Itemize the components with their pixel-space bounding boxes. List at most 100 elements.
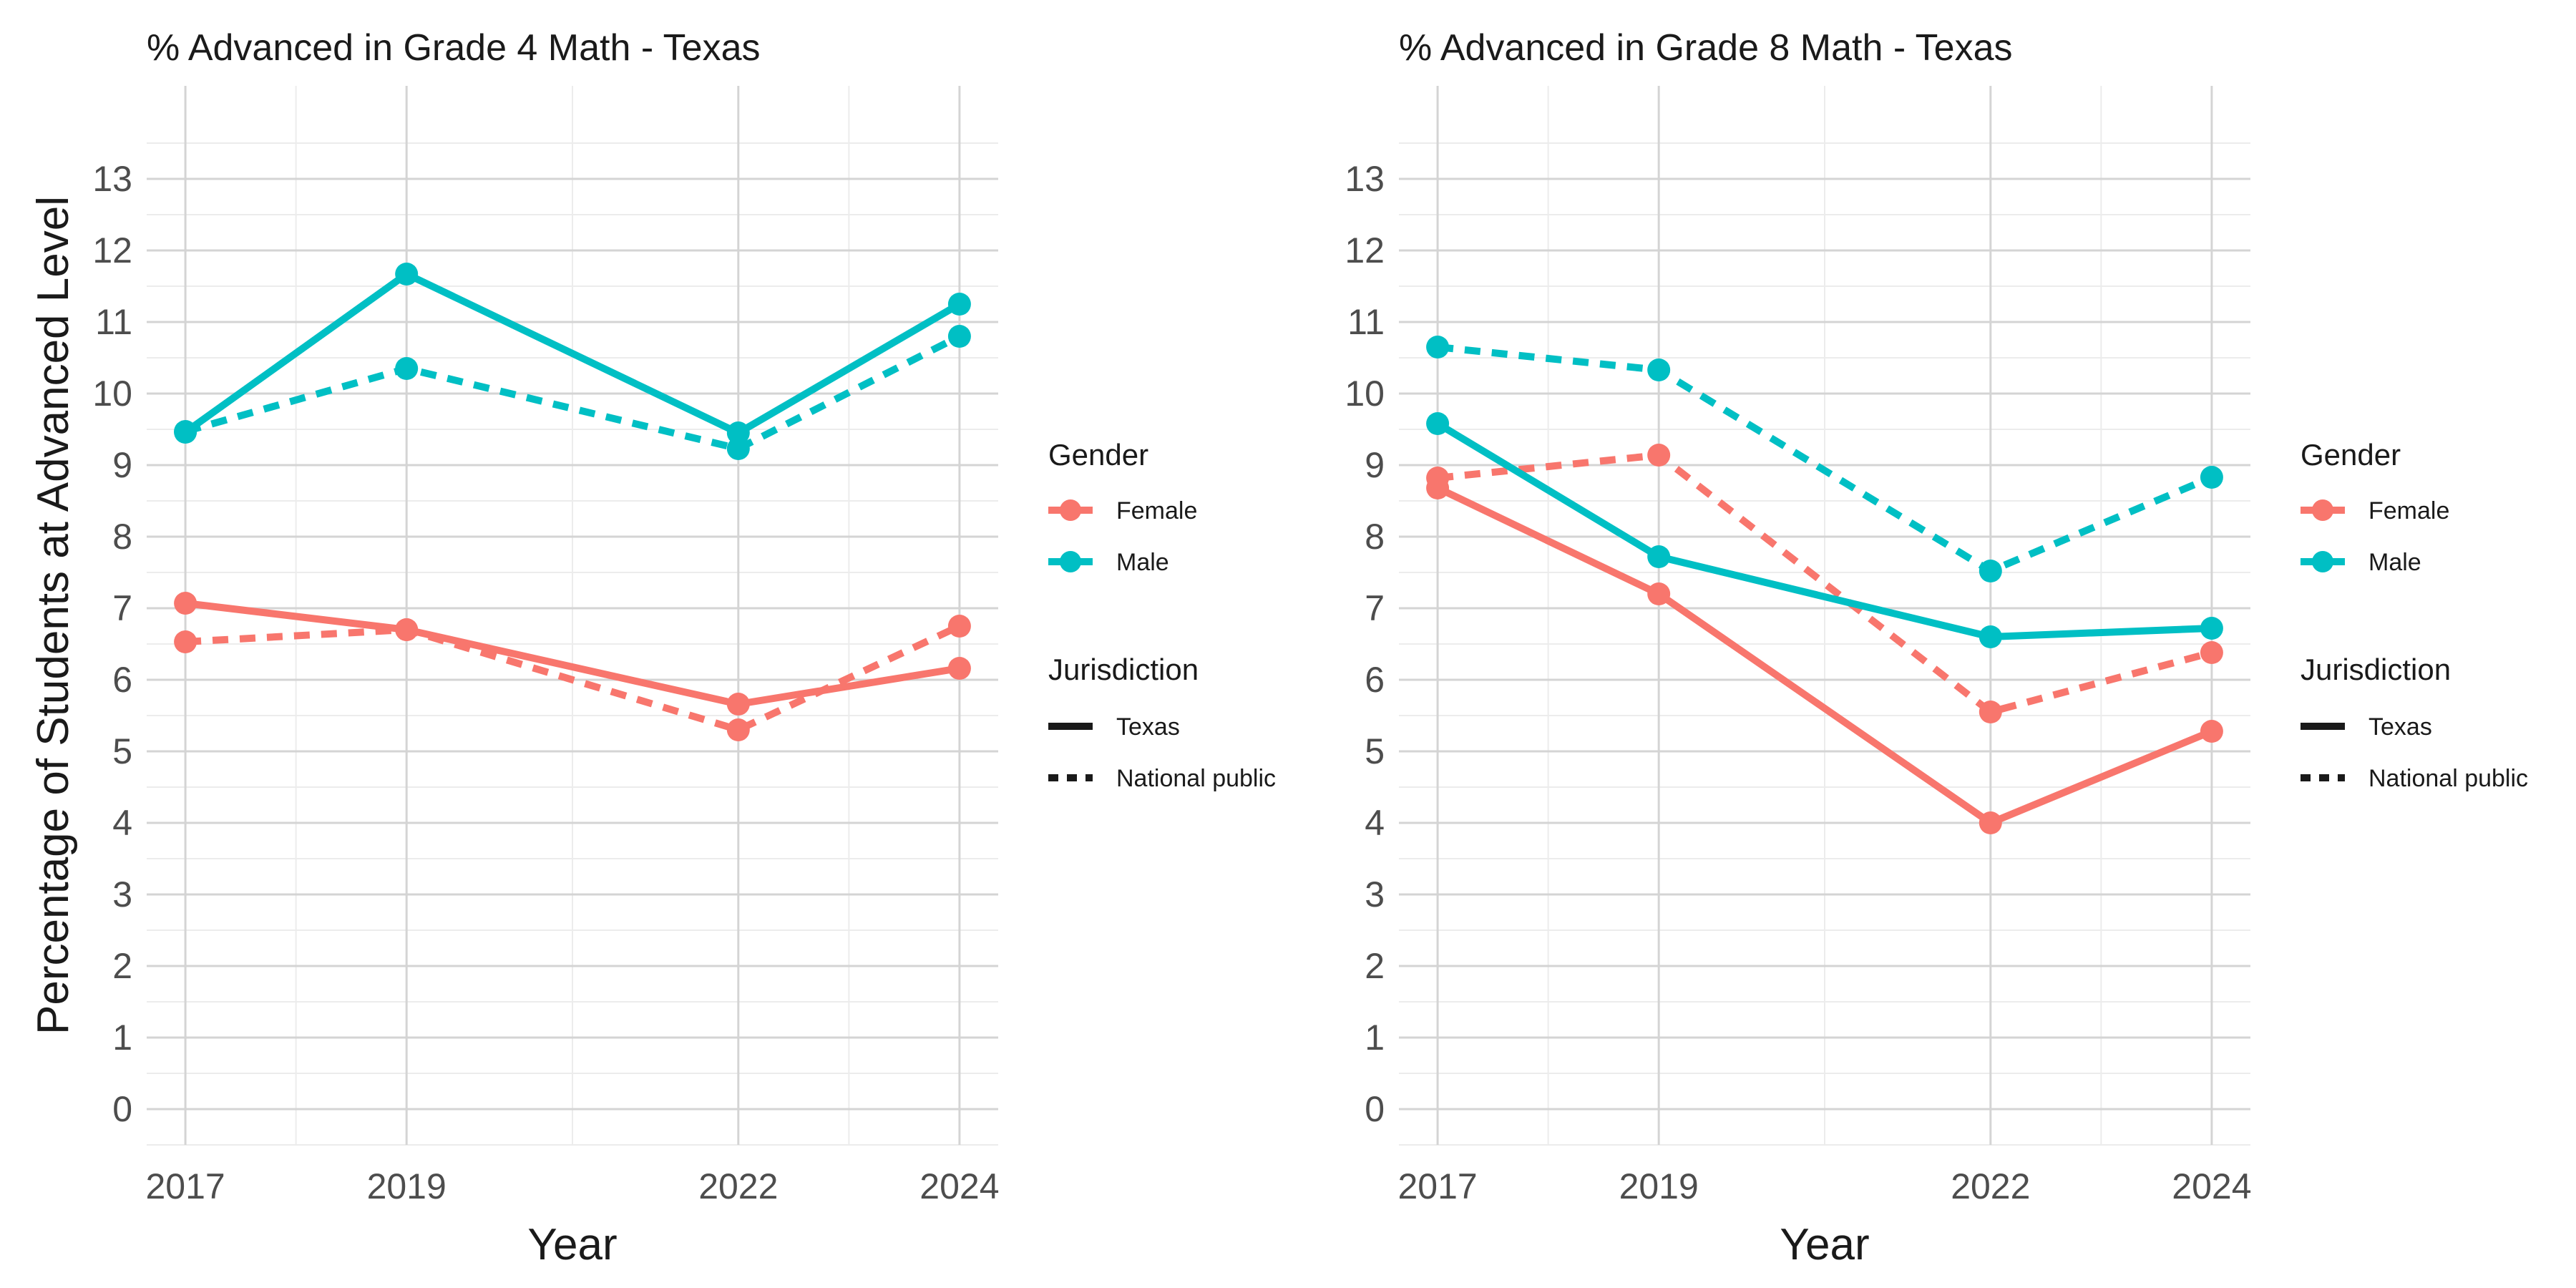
data-point-female: [174, 592, 197, 615]
y-tick-label: 1: [1365, 1018, 1385, 1058]
x-axis-title: Year: [527, 1220, 617, 1269]
y-tick-label: 8: [112, 517, 132, 557]
data-point-female: [947, 657, 971, 680]
y-tick-label: 9: [112, 445, 132, 485]
y-tick-label: 3: [1365, 874, 1385, 914]
y-axis-title: Percentage of Students at Advanced Level: [29, 196, 78, 1035]
legend-title-jurisdiction: Jurisdiction: [1048, 653, 1199, 686]
legend-item-female: Female: [1116, 497, 1197, 525]
data-point-female: [1426, 467, 1450, 489]
data-point-male: [174, 420, 197, 443]
series-line-male-texas: [183, 270, 962, 436]
series-line-female-texas: [185, 600, 960, 708]
y-tick-label: 8: [1365, 517, 1385, 557]
data-point-female: [726, 693, 750, 716]
data-point-male: [726, 421, 750, 444]
y-tick-label: 12: [92, 230, 132, 270]
series-line-female-national-public: [185, 623, 962, 733]
legend-key-point: [2312, 499, 2333, 521]
x-tick-label: 2019: [367, 1166, 447, 1206]
x-tick-label: 2024: [919, 1166, 999, 1206]
data-point-male: [2200, 617, 2223, 640]
y-tick-label: 6: [1365, 660, 1385, 700]
y-tick-label: 3: [112, 874, 132, 914]
data-point-female: [726, 718, 750, 741]
legend-title-gender: Gender: [1048, 438, 1148, 472]
data-point-female: [174, 630, 197, 653]
data-point-male: [1426, 412, 1450, 435]
legend-key-point: [2312, 551, 2333, 572]
chart-title: % Advanced in Grade 4 Math - Texas: [147, 27, 761, 69]
legend-title-jurisdiction: Jurisdiction: [2301, 653, 2451, 686]
x-tick-label: 2017: [1397, 1166, 1477, 1206]
y-tick-label: 7: [112, 588, 132, 628]
y-tick-label: 7: [1365, 588, 1385, 628]
data-point-female: [1979, 701, 2002, 723]
y-tick-label: 5: [1365, 731, 1385, 771]
legend-title-gender: Gender: [2301, 438, 2401, 472]
data-point-male: [947, 293, 971, 316]
y-tick-label: 12: [1345, 230, 1385, 270]
y-tick-label: 0: [1365, 1089, 1385, 1129]
y-tick-label: 9: [1365, 445, 1385, 485]
data-point-female: [947, 615, 971, 638]
series-line-female-national-public: [1437, 452, 2213, 716]
legend: Gender Female Male Jurisdiction Texas Nationa…: [2301, 438, 2528, 792]
x-tick-label: 2019: [1619, 1166, 1699, 1206]
data-point-female: [1979, 811, 2002, 834]
legend-item-female: Female: [2368, 497, 2449, 525]
y-tick-label: 10: [1345, 374, 1385, 414]
legend-item-national-public: National public: [1116, 765, 1276, 792]
data-point-male: [1647, 358, 1671, 381]
data-point-male: [726, 437, 750, 460]
legend-key-point: [1060, 499, 1081, 521]
x-tick-label: 2022: [698, 1166, 778, 1206]
chart-title: % Advanced in Grade 8 Math - Texas: [1399, 27, 2013, 69]
y-tick-label: 11: [1347, 302, 1385, 342]
y-tick-label: 2: [1365, 946, 1385, 986]
data-point-male: [395, 263, 419, 286]
series-line-male-texas: [1435, 420, 2212, 640]
data-point-male: [1979, 625, 2002, 648]
y-tick-label: 5: [112, 731, 132, 771]
data-point-male: [1979, 560, 2002, 582]
data-point-male: [2200, 466, 2223, 489]
series-line-male-national-public: [184, 333, 962, 452]
legend-item-texas: Texas: [1116, 713, 1180, 741]
data-point-male: [395, 357, 419, 380]
y-tick-label: 13: [1345, 159, 1385, 199]
data-point-male: [1647, 545, 1671, 568]
legend-item-national-public: National public: [2368, 765, 2528, 792]
legend-item-texas: Texas: [2368, 713, 2432, 741]
data-point-female: [2200, 641, 2223, 664]
x-tick-label: 2022: [1951, 1166, 2030, 1206]
y-tick-label: 1: [112, 1018, 132, 1058]
x-tick-label: 2017: [145, 1166, 225, 1206]
y-tick-label: 11: [95, 302, 132, 342]
y-tick-label: 4: [1365, 803, 1385, 843]
data-point-female: [2200, 720, 2223, 743]
legend-key-point: [1060, 551, 1081, 572]
y-tick-label: 2: [112, 946, 132, 986]
series-line-female-texas: [1435, 484, 2213, 826]
y-tick-label: 13: [92, 159, 132, 199]
x-tick-label: 2024: [2172, 1166, 2251, 1206]
legend: Gender Female Male Jurisdiction Texas Nationa…: [1048, 438, 1276, 792]
data-point-female: [1647, 582, 1671, 605]
legend-item-male: Male: [2368, 549, 2421, 576]
data-point-female: [395, 618, 419, 641]
data-point-female: [1647, 444, 1671, 467]
x-axis-title: Year: [1780, 1220, 1869, 1269]
data-point-male: [947, 325, 971, 348]
y-tick-label: 0: [112, 1089, 132, 1129]
data-point-male: [1426, 336, 1450, 358]
y-tick-label: 4: [112, 803, 132, 843]
legend-item-male: Male: [1116, 549, 1169, 576]
series-line-male-national-public: [1437, 343, 2213, 575]
y-tick-label: 6: [112, 660, 132, 700]
y-tick-label: 10: [92, 374, 132, 414]
